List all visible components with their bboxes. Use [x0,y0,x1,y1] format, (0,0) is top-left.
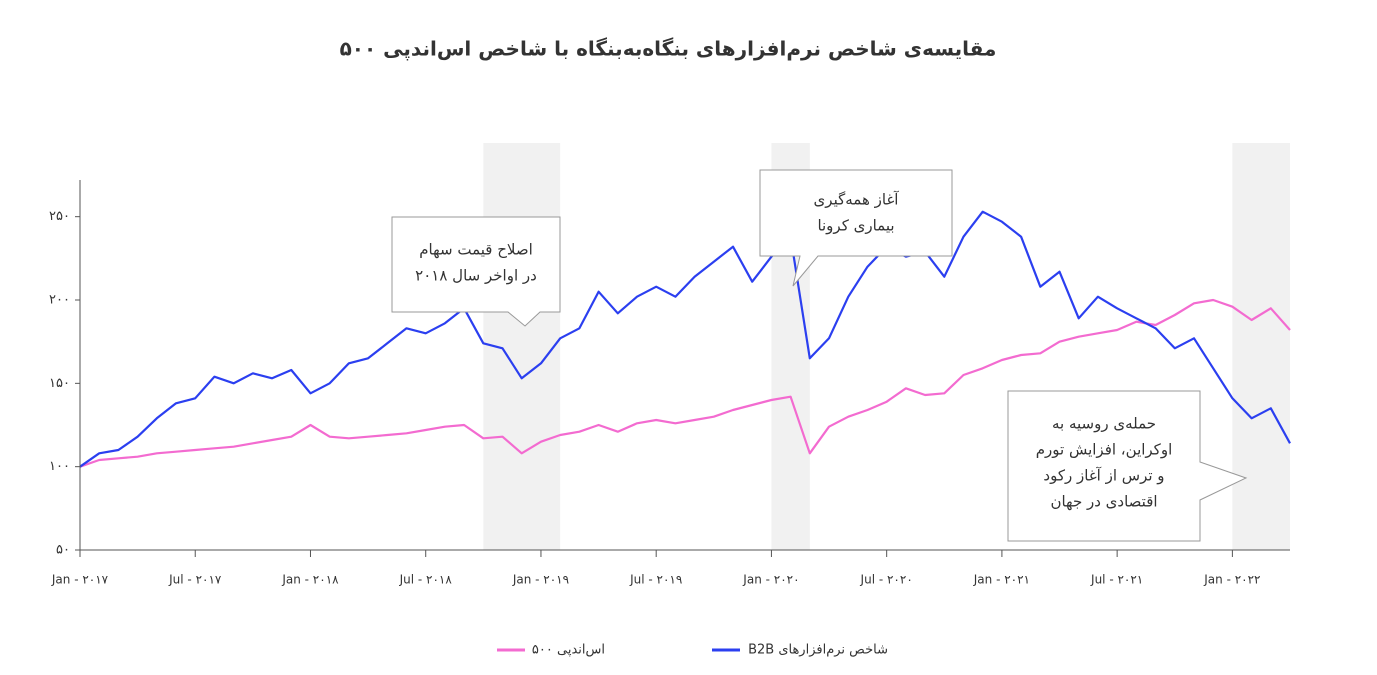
x-tick-label: Jan - ۲۰۱۷ [51,573,109,587]
x-tick-label: Jan - ۲۰۲۱ [973,573,1030,587]
annotation-text: آغاز همه‌گیری [814,191,900,209]
annotation-text: اصلاح قیمت سهام [419,241,533,259]
chart-title: مقایسه‌ی شاخص نرم‌افزارهای بنگاه‌به‌بنگا… [340,37,997,62]
annotation-text: اقتصادی در جهان [1050,493,1157,511]
x-tick-label: Jul - ۲۰۲۰ [860,573,913,587]
x-tick-label: Jul - ۲۰۲۱ [1090,573,1143,587]
y-tick-label: ۱۰۰ [49,459,70,474]
x-tick-label: Jan - ۲۰۱۹ [512,573,569,587]
x-tick-label: Jan - ۲۰۲۰ [742,573,799,587]
annotation-text: اوکراین، افزایش تورم [1036,441,1173,459]
shaded-range [1232,143,1290,550]
annotation-text: و ترس از آغاز رکود [1043,467,1164,485]
callout-box [391,216,561,327]
legend-label: شاخص نرم‌افزارهای B2B [748,643,888,658]
annotation-text: بیماری کرونا [817,217,894,235]
y-tick-label: ۱۵۰ [49,376,70,391]
x-tick-label: Jan - ۲۰۲۲ [1203,573,1260,587]
y-tick-label: ۲۵۰ [49,209,70,224]
annotations: اصلاح قیمت سهام در اواخر سال ۲۰۱۸ آغاز همه… [391,169,1248,542]
x-tick-label: Jul - ۲۰۱۷ [168,573,222,587]
y-tick-label: ۲۰۰ [49,293,70,308]
annotation-text: در اواخر سال ۲۰۱۸ [415,267,537,285]
legend: اس‌اندپی ۵۰۰ شاخص نرم‌افزارهای B2B [497,643,888,658]
x-tick-label: Jul - ۲۰۱۸ [399,573,453,587]
callout-box [1007,390,1248,542]
legend-label: اس‌اندپی ۵۰۰ [532,643,605,658]
y-tick-label: ۵۰ [56,543,70,558]
annotation-text: حمله‌ی روسیه به [1052,415,1156,433]
series-line [79,298,1291,468]
callout-box [759,169,953,287]
plot [79,210,1291,468]
x-tick-label: Jul - ۲۰۱۹ [629,573,682,587]
series-line [79,210,1291,468]
x-tick-label: Jan - ۲۰۱۸ [281,573,339,587]
